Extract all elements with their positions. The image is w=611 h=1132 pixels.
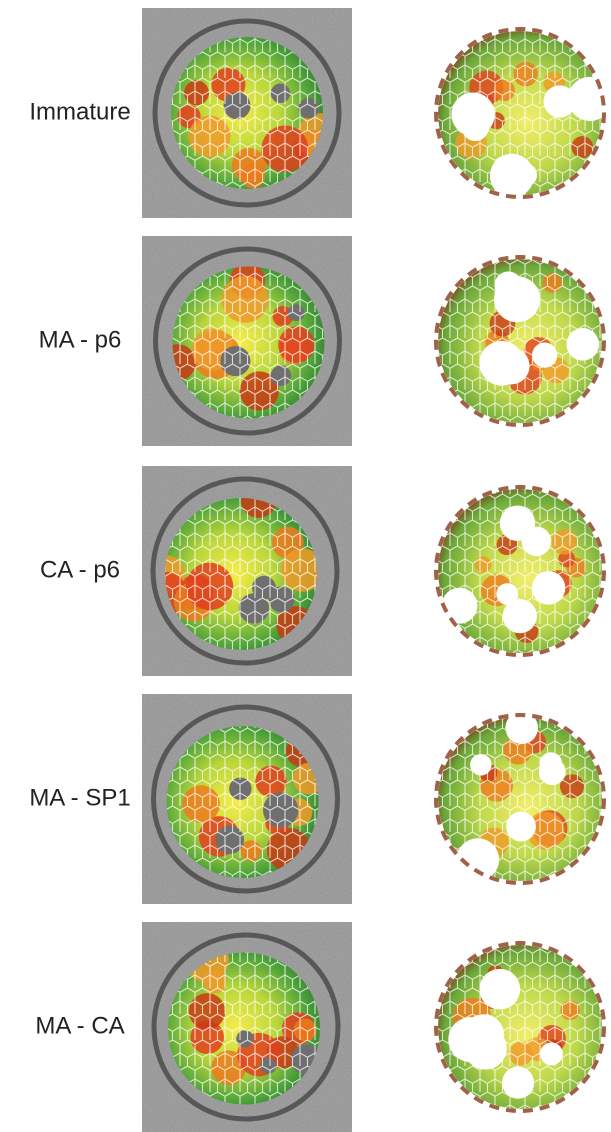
hex-overlay — [430, 481, 610, 661]
tomogram-panel — [142, 694, 352, 904]
tomogram — [142, 8, 352, 218]
tomogram-panel — [142, 8, 352, 218]
row-label: MA - SP1 — [29, 784, 130, 811]
row-label: MA - p6 — [39, 326, 122, 353]
page: {"rows": [ {"label": "Immature"}, {"labe… — [0, 0, 611, 1132]
tomogram-panel — [142, 236, 352, 446]
lattice-view — [430, 709, 610, 889]
hex-overlay — [430, 23, 610, 203]
hex-overlay — [430, 937, 610, 1117]
tomogram-panel — [142, 922, 352, 1132]
tomogram — [142, 466, 352, 676]
lattice-view — [430, 937, 610, 1117]
tomogram — [142, 922, 352, 1132]
hex-overlay — [430, 709, 610, 889]
tomogram — [142, 694, 352, 904]
row-label: MA - CA — [35, 1012, 124, 1039]
row-label: CA - p6 — [40, 556, 120, 583]
figure: Immature MA - p6 CA - p6 MA - SP1 MA - CA — [0, 0, 611, 1132]
hex-overlay — [430, 251, 610, 431]
row-label: Immature — [29, 98, 130, 125]
lattice-view — [430, 23, 611, 203]
tomogram — [142, 236, 352, 446]
lattice-view — [430, 251, 610, 431]
tomogram-panel — [142, 466, 352, 676]
lattice-view — [430, 481, 610, 661]
